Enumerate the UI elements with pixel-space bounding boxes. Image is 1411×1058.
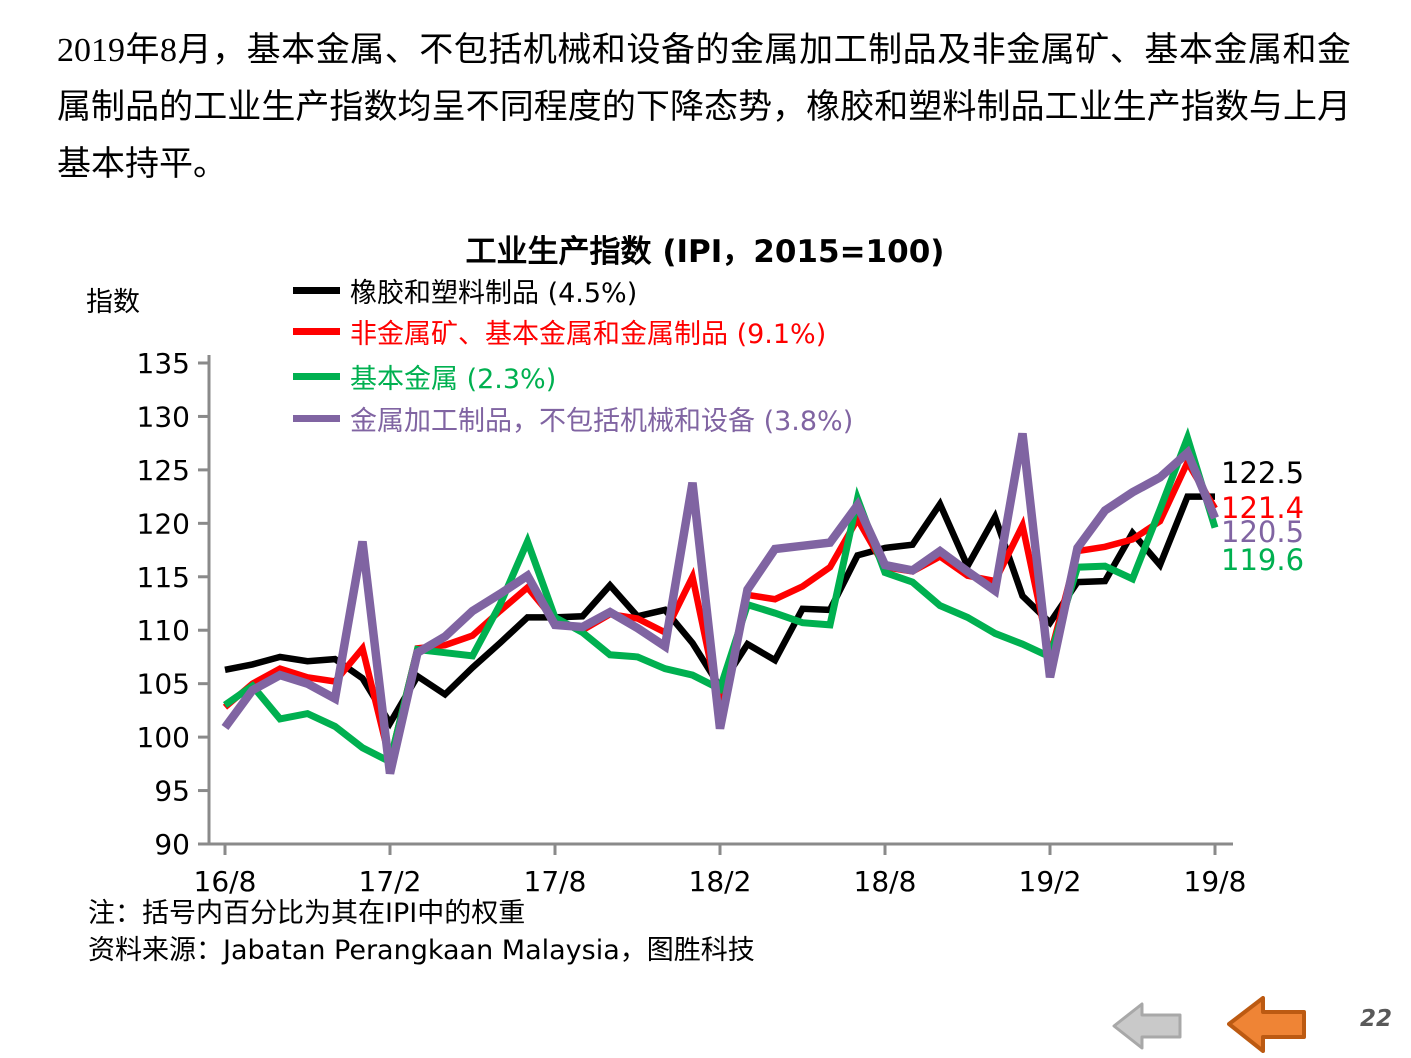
legend-item-rubber-plastic: 橡胶和塑料制品 (4.5%) [293, 272, 638, 309]
end-value-rubber-plastic: 122.5 [1221, 456, 1305, 490]
svg-text:100: 100 [137, 721, 190, 754]
legend-label: 金属加工制品，不包括机械和设备 (3.8%) [350, 405, 854, 437]
footnote-source: 资料来源：Jabatan Perangkaan Malaysia，图胜科技 [88, 935, 755, 966]
svg-text:18/2: 18/2 [689, 865, 752, 898]
svg-text:19/2: 19/2 [1019, 865, 1082, 898]
footnote-weights: 注：括号内百分比为其在IPI中的权重 [88, 898, 526, 929]
legend-swatch-red [293, 327, 340, 335]
intro-paragraph: 2019年8月，基本金属、不包括机械和设备的金属加工制品及非金属矿、基本金属和金… [57, 32, 1351, 183]
gray-back-arrow-button[interactable] [1112, 1002, 1182, 1050]
end-value-nonmetal-basic-metal-products: 121.4 [1221, 491, 1305, 525]
svg-text:115: 115 [137, 561, 190, 594]
svg-text:17/2: 17/2 [359, 865, 422, 898]
svg-text:18/8: 18/8 [854, 865, 917, 898]
svg-text:135: 135 [137, 347, 190, 380]
legend-label: 橡胶和塑料制品 (4.5%) [350, 277, 638, 309]
legend-item-basic-metal: 基本金属 (2.3%) [293, 358, 557, 395]
svg-text:105: 105 [137, 668, 190, 701]
left-arrow-icon [1227, 996, 1306, 1053]
svg-text:90: 90 [154, 828, 190, 861]
legend-swatch-purple [293, 414, 340, 422]
end-value-basic-metal: 119.6 [1221, 543, 1305, 577]
legend-swatch-black [293, 286, 340, 294]
svg-text:110: 110 [137, 614, 190, 647]
svg-text:17/8: 17/8 [524, 865, 587, 898]
svg-text:19/8: 19/8 [1184, 865, 1247, 898]
svg-text:125: 125 [137, 454, 190, 487]
y-axis-title: 指数 [86, 287, 140, 318]
svg-text:130: 130 [137, 400, 190, 433]
legend-item-fabricated-metal: 金属加工制品，不包括机械和设备 (3.8%) [293, 400, 854, 437]
orange-back-arrow-button[interactable] [1227, 996, 1306, 1053]
end-value-fabricated-metal: 120.5 [1221, 515, 1305, 549]
svg-text:16/8: 16/8 [194, 865, 257, 898]
legend-swatch-green [293, 372, 340, 380]
left-arrow-icon [1112, 1002, 1182, 1050]
legend-item-nonmetal-basic-metal-products: 非金属矿、基本金属和金属制品 (9.1%) [293, 313, 827, 350]
chart-title: 工业生产指数 (IPI，2015=100) [465, 234, 945, 270]
legend-label: 非金属矿、基本金属和金属制品 (9.1%) [350, 318, 827, 350]
svg-text:95: 95 [154, 775, 190, 808]
legend-label: 基本金属 (2.3%) [350, 363, 557, 395]
svg-text:120: 120 [137, 507, 190, 540]
page-number: 22 [1360, 1006, 1393, 1032]
